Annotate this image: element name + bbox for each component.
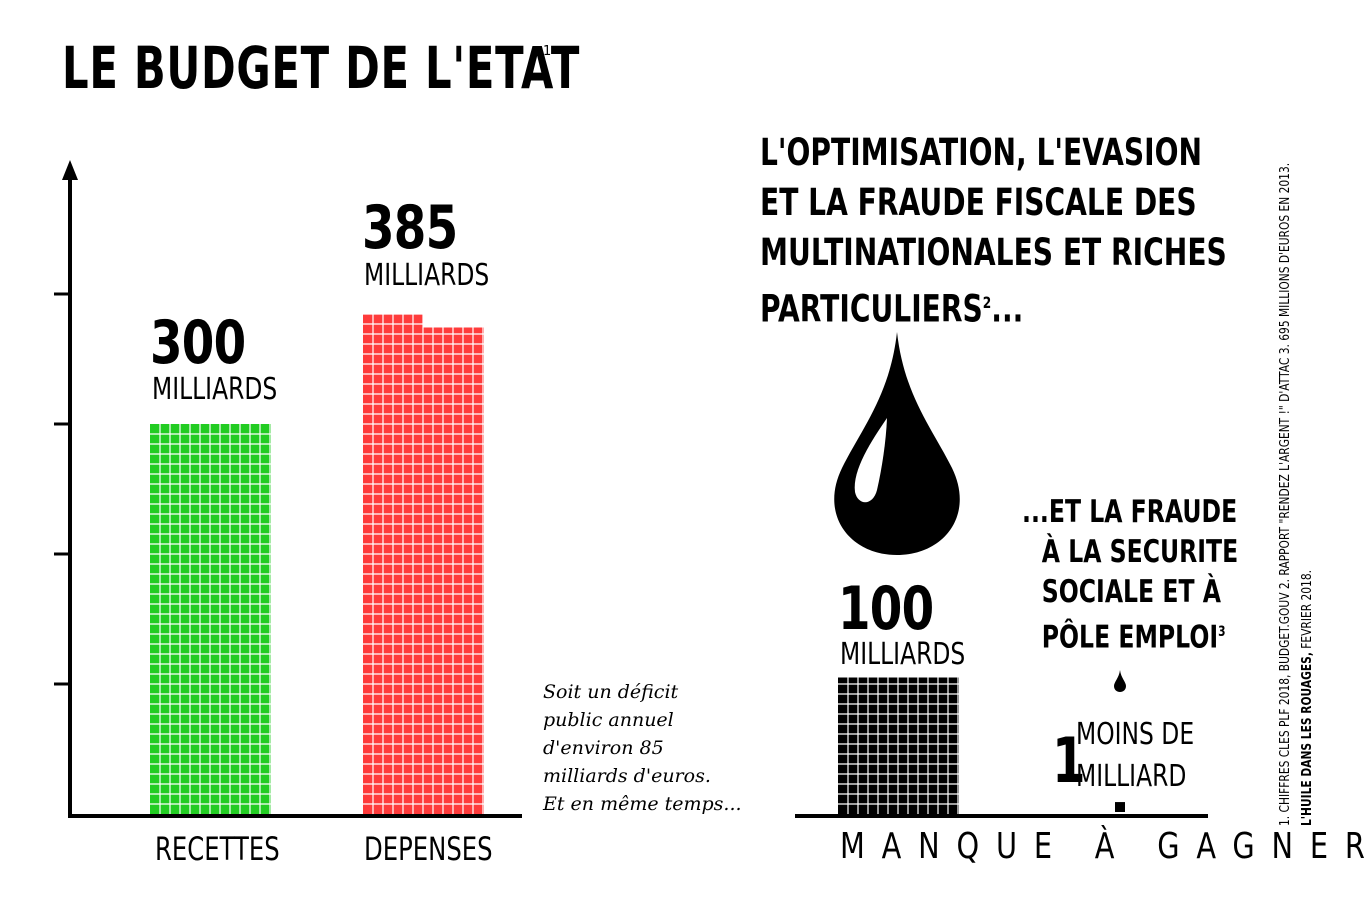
- chart-axes: [62, 160, 1208, 818]
- small-oil-drop-icon: [1114, 670, 1126, 692]
- fraude-line: ...ET LA FRAUDE: [1022, 494, 1238, 530]
- y-ticks: [54, 292, 70, 686]
- recettes-value: 300: [150, 308, 246, 378]
- fraude-line: À LA SECURITE: [1041, 534, 1239, 570]
- headline-line: L'OPTIMISATION, L'EVASION: [760, 131, 1203, 174]
- bars: [150, 312, 1125, 814]
- headline-footnote-marker: 2: [982, 293, 992, 312]
- bar-evasion: [838, 677, 959, 814]
- deficit-line: Et en même temps...: [543, 793, 742, 815]
- bar-fraude-sociale: [1115, 802, 1125, 812]
- headline-line: PARTICULIERS: [760, 287, 983, 331]
- headline-last-line: PARTICULIERS2...: [760, 278, 1227, 334]
- bar-recettes: [150, 424, 271, 814]
- headline-line: ET LA FRAUDE FISCALE DES: [760, 181, 1197, 224]
- page-title: LE BUDGET DE L'ETAT: [62, 34, 581, 102]
- evasion-value: 100: [838, 574, 934, 644]
- fraude-footnote-marker: 3: [1218, 624, 1226, 640]
- manque-axis-label: MANQUE À GAGNER: [840, 826, 1364, 867]
- deficit-line: Soit un déficit: [543, 681, 679, 703]
- title-footnote-marker: 1: [543, 44, 552, 59]
- depenses-unit: MILLIARDS: [364, 258, 490, 293]
- deficit-line: d'environ 85: [543, 737, 664, 759]
- category-label-depenses: DEPENSES: [364, 830, 493, 868]
- fraude-last-line: PÔLE EMPLOI3: [1022, 612, 1238, 657]
- oil-drop-icon: [834, 332, 960, 555]
- category-label-recettes: RECETTES: [155, 830, 280, 868]
- deficit-line: milliards d'euros.: [543, 765, 711, 787]
- fraude-value: 1: [1052, 724, 1086, 797]
- headline-line: MULTINATIONALES ET RICHES: [760, 231, 1227, 274]
- evasion-unit: MILLIARDS: [840, 637, 966, 672]
- fraude-unit: MOINS DE MILLIARD: [1076, 717, 1195, 794]
- footnote-source-title: L'HUILE DANS LES ROUAGES,: [1300, 652, 1315, 826]
- footnote-line-2: L'HUILE DANS LES ROUAGES, FEVRIER 2018.: [1297, 170, 1319, 826]
- fraude-line: PÔLE EMPLOI: [1041, 619, 1219, 656]
- recettes-unit: MILLIARDS: [152, 372, 278, 407]
- footnote-line-1: 1. CHIFFRES CLES PLF 2018, BUDGET.GOUV 2…: [1278, 162, 1293, 826]
- headline-ellipsis: ...: [991, 287, 1024, 331]
- fraude-note: ...ET LA FRAUDE À LA SECURITE SOCIALE ET…: [1022, 492, 1238, 657]
- footnote-source-date: FEVRIER 2018.: [1300, 569, 1315, 653]
- evasion-headline: L'OPTIMISATION, L'EVASION ET LA FRAUDE F…: [760, 128, 1227, 334]
- bar-depenses-notch: [423, 312, 485, 328]
- y-axis-arrow: [62, 160, 78, 180]
- fraude-line: SOCIALE ET À: [1041, 574, 1221, 610]
- bar-depenses: [363, 312, 485, 814]
- deficit-note: Soit un déficit public annuel d'environ …: [543, 678, 742, 818]
- deficit-line: public annuel: [543, 709, 674, 731]
- footnotes: 1. CHIFFRES CLES PLF 2018, BUDGET.GOUV 2…: [1275, 26, 1335, 826]
- depenses-value: 385: [362, 193, 458, 263]
